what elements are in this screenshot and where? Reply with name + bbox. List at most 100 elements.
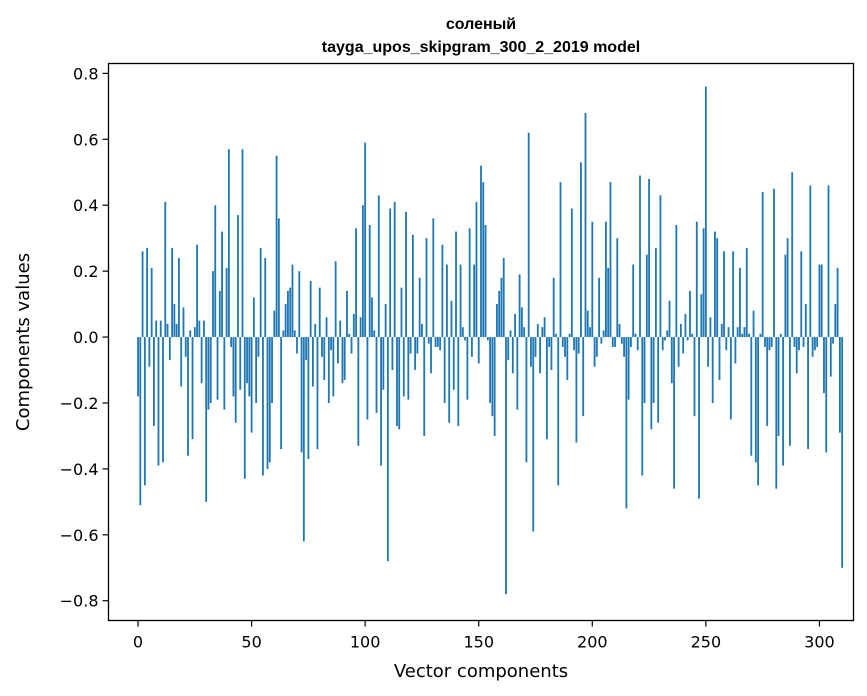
- bar: [377, 195, 380, 338]
- bar: [654, 248, 657, 338]
- bar: [264, 257, 267, 338]
- bar: [684, 313, 687, 338]
- bar: [616, 238, 619, 338]
- bar: [736, 327, 739, 338]
- bar: [373, 330, 376, 338]
- bar: [605, 221, 607, 338]
- bar: [484, 225, 487, 338]
- bar: [300, 337, 303, 453]
- x-tick-label: 100: [350, 633, 381, 652]
- bar: [773, 188, 775, 338]
- y-tick-label: 0.8: [73, 64, 98, 83]
- x-tick-label: 300: [804, 633, 835, 652]
- bar: [184, 337, 187, 357]
- bar: [816, 337, 819, 347]
- bar: [262, 337, 264, 476]
- bar: [157, 337, 160, 466]
- bar: [173, 304, 176, 338]
- bar: [280, 337, 283, 450]
- bar: [668, 300, 671, 338]
- bar: [464, 337, 467, 341]
- bar: [148, 337, 151, 367]
- bar: [321, 337, 323, 357]
- bar: [784, 254, 787, 338]
- bar: [450, 300, 453, 338]
- bar: [153, 337, 155, 427]
- bar: [341, 337, 344, 384]
- bar: [507, 337, 510, 361]
- bar: [823, 337, 825, 394]
- bar: [164, 201, 167, 338]
- bar: [350, 337, 353, 354]
- bar: [766, 337, 769, 427]
- bar: [539, 337, 541, 374]
- bar: [666, 330, 669, 338]
- bar: [548, 337, 551, 347]
- bar: [293, 330, 296, 338]
- bar: [636, 337, 639, 351]
- chart-title: соленый: [446, 16, 516, 33]
- bar: [714, 231, 716, 338]
- bar: [477, 337, 480, 364]
- bar: [330, 337, 332, 351]
- bar: [327, 337, 330, 403]
- bar: [689, 290, 691, 338]
- bar: [550, 337, 553, 371]
- bar: [509, 330, 512, 338]
- y-tick-label: −0.8: [60, 592, 99, 611]
- bar: [282, 330, 285, 338]
- bar: [602, 330, 605, 338]
- bar: [768, 337, 771, 351]
- bar: [150, 267, 153, 338]
- bar: [239, 337, 242, 390]
- bar: [316, 337, 319, 450]
- bar: [561, 337, 564, 347]
- bar: [802, 337, 805, 347]
- bar: [357, 337, 360, 446]
- bar: [232, 337, 235, 397]
- bar: [691, 333, 694, 338]
- bar: [834, 304, 837, 338]
- y-tick-label: 0.4: [73, 196, 98, 215]
- bar: [552, 277, 555, 338]
- bar: [416, 337, 419, 354]
- bar: [423, 337, 426, 436]
- bar: [337, 337, 339, 364]
- bar: [434, 337, 437, 347]
- bar: [346, 290, 348, 338]
- bar: [141, 251, 144, 338]
- bar: [745, 248, 748, 338]
- bar: [570, 208, 573, 338]
- bar: [227, 149, 230, 338]
- bar: [493, 337, 496, 436]
- bar: [473, 264, 476, 338]
- bar: [237, 215, 239, 338]
- bar: [820, 264, 823, 338]
- bar: [754, 337, 757, 463]
- bar: [661, 337, 664, 351]
- bar: [259, 248, 262, 338]
- bar: [291, 264, 294, 338]
- bar: [673, 337, 675, 489]
- bar: [475, 201, 478, 338]
- bar: [457, 337, 460, 427]
- bar: [155, 320, 158, 338]
- bar: [675, 225, 678, 338]
- bar: [782, 337, 784, 466]
- bar: [500, 277, 503, 338]
- bar: [359, 317, 362, 338]
- bar: [770, 337, 773, 347]
- y-tick-label: −0.6: [60, 526, 99, 545]
- bar: [600, 337, 603, 344]
- bar: [339, 320, 342, 338]
- bar: [505, 337, 507, 595]
- bar: [427, 337, 430, 344]
- bars-group: [137, 86, 844, 595]
- bar: [620, 337, 623, 344]
- bar: [439, 337, 442, 351]
- bar: [436, 337, 439, 347]
- bar: [230, 337, 233, 347]
- bar: [723, 251, 725, 338]
- bar: [545, 337, 548, 440]
